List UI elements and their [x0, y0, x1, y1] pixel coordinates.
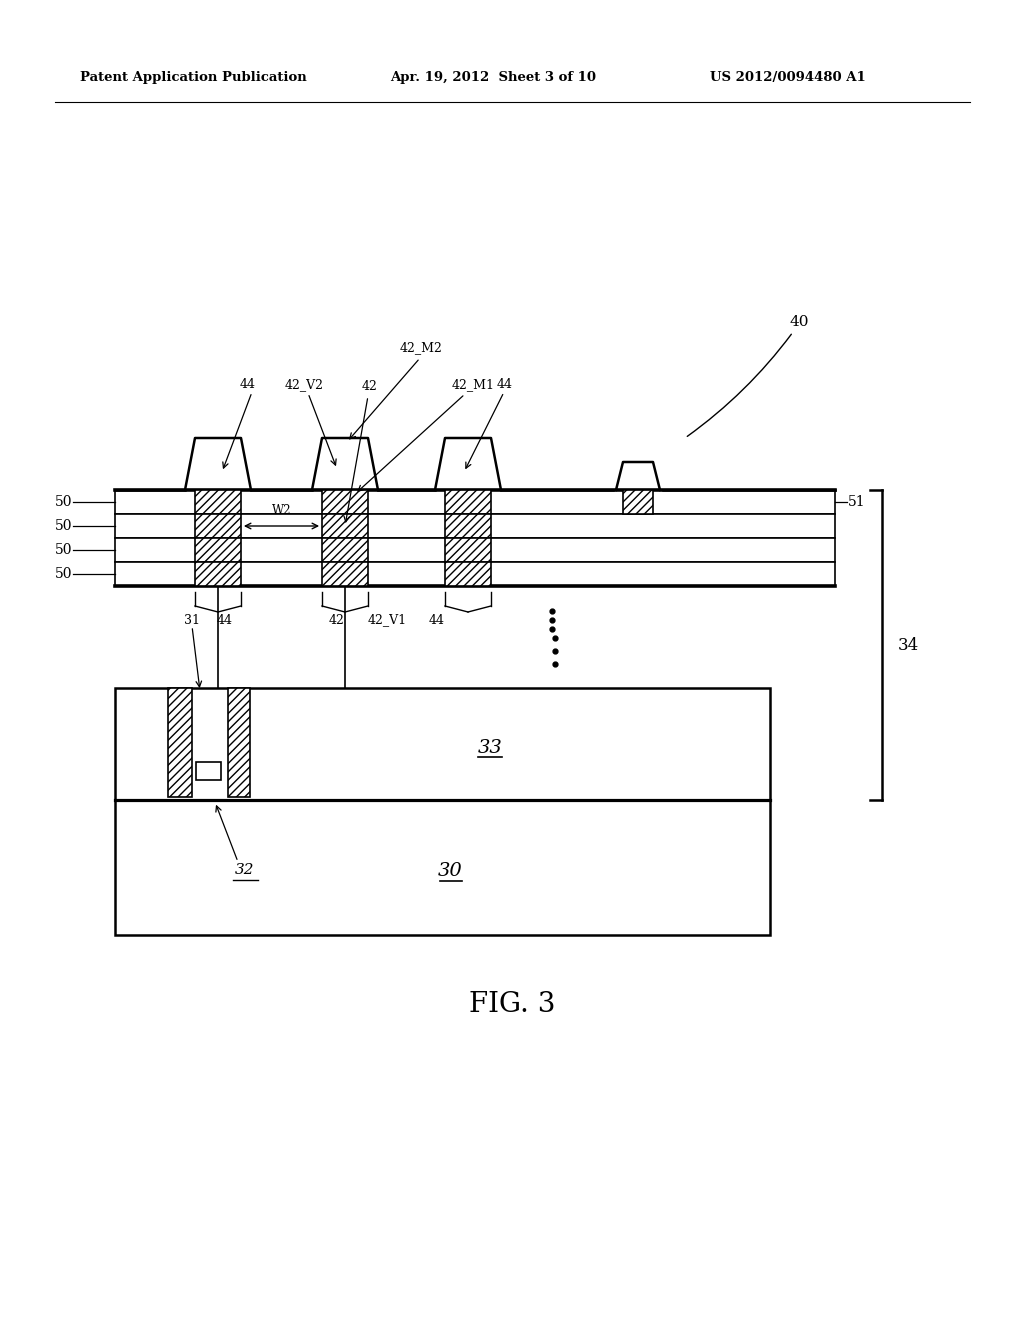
Text: 44: 44: [217, 614, 233, 627]
Text: 51: 51: [848, 495, 865, 510]
Bar: [115, 513, 835, 539]
Text: 44: 44: [240, 378, 256, 391]
Text: 42_M2: 42_M2: [400, 342, 442, 355]
Bar: [115, 539, 835, 562]
Bar: [322, 513, 368, 539]
Bar: [115, 800, 770, 935]
Bar: [445, 539, 490, 562]
Bar: [445, 562, 490, 586]
Text: Patent Application Publication: Patent Application Publication: [80, 71, 307, 84]
Text: 50: 50: [54, 495, 72, 510]
Text: 42: 42: [329, 614, 345, 627]
Text: 42_V2: 42_V2: [285, 379, 324, 392]
Bar: [195, 513, 241, 539]
Text: 33: 33: [477, 739, 503, 756]
Text: 42: 42: [362, 380, 378, 393]
Text: FIG. 3: FIG. 3: [469, 991, 555, 1019]
Text: 34: 34: [898, 636, 920, 653]
Text: W2: W2: [271, 504, 291, 517]
Bar: [196, 762, 221, 780]
Text: 50: 50: [54, 519, 72, 533]
Text: 50: 50: [54, 543, 72, 557]
Text: 30: 30: [437, 862, 463, 880]
Bar: [195, 562, 241, 586]
Text: 44: 44: [497, 378, 513, 391]
Bar: [195, 490, 241, 513]
Bar: [115, 562, 835, 586]
Bar: [322, 490, 368, 513]
Bar: [623, 490, 653, 513]
Text: 42_V1: 42_V1: [368, 614, 408, 627]
Bar: [322, 539, 368, 562]
Text: US 2012/0094480 A1: US 2012/0094480 A1: [710, 71, 865, 84]
Text: Apr. 19, 2012  Sheet 3 of 10: Apr. 19, 2012 Sheet 3 of 10: [390, 71, 596, 84]
Text: 40: 40: [790, 315, 810, 329]
Bar: [195, 539, 241, 562]
Text: 32: 32: [236, 863, 255, 876]
Bar: [228, 688, 250, 797]
Bar: [115, 490, 835, 513]
Bar: [445, 490, 490, 513]
Bar: [115, 688, 770, 800]
Bar: [168, 688, 193, 797]
Bar: [445, 513, 490, 539]
Text: 31: 31: [184, 614, 200, 627]
Bar: [322, 562, 368, 586]
Text: 50: 50: [54, 568, 72, 581]
Text: 42_M1: 42_M1: [452, 379, 495, 392]
Text: 44: 44: [429, 614, 445, 627]
